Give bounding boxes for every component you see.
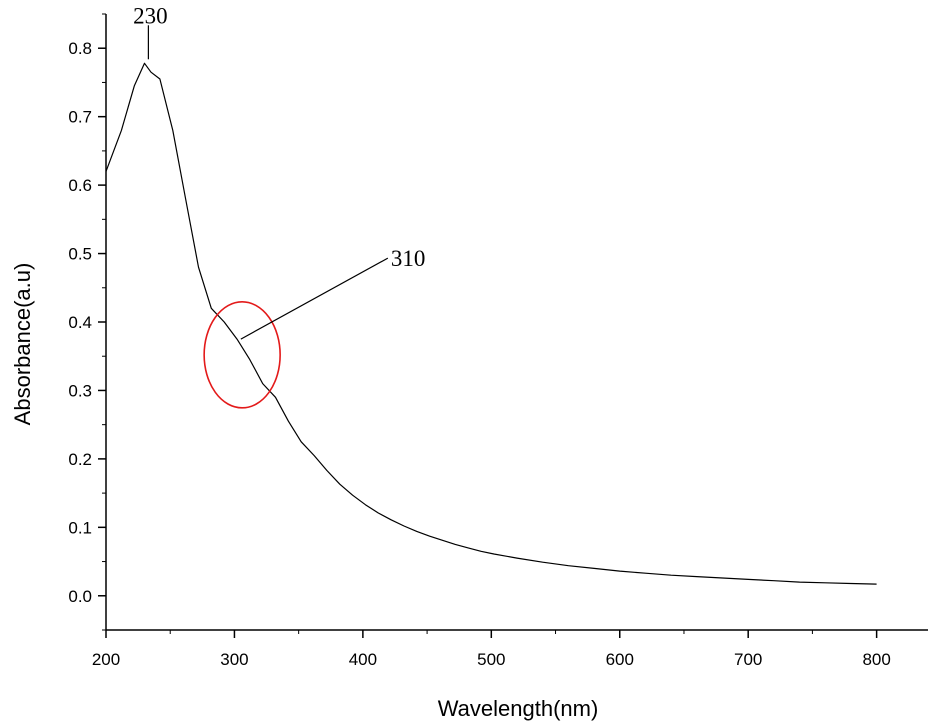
peak-230-label: 230 (133, 3, 168, 28)
y-tick-label: 0.2 (68, 450, 92, 469)
y-ticks: 0.0 0.1 0.2 0.3 0.4 0.5 0.6 0.7 0.8 (68, 39, 106, 606)
x-tick-label: 400 (349, 650, 377, 669)
y-tick-label: 0.8 (68, 39, 92, 58)
axes (105, 14, 928, 631)
y-tick-label: 0.0 (68, 587, 92, 606)
minor-ticks (102, 13, 813, 634)
x-tick-label: 300 (220, 650, 248, 669)
annotation-layer: 230 310 (133, 3, 426, 409)
x-tick-label: 700 (734, 650, 762, 669)
x-tick-label: 200 (92, 650, 120, 669)
y-tick-label: 0.7 (68, 108, 92, 127)
y-tick-label: 0.4 (68, 313, 92, 332)
highlight-circle (203, 301, 281, 409)
x-tick-label: 500 (477, 650, 505, 669)
shoulder-310-label: 310 (391, 246, 426, 271)
x-tick-label: 800 (862, 650, 890, 669)
x-tick-label: 600 (606, 650, 634, 669)
shoulder-310-leader (240, 257, 389, 340)
series-line-0 (105, 62, 877, 585)
y-tick-label: 0.3 (68, 381, 92, 400)
y-axis-title: Absorbance(a.u) (10, 263, 35, 426)
y-tick-label: 0.6 (68, 176, 92, 195)
y-tick-label: 0.1 (68, 518, 92, 537)
x-ticks: 200 300 400 500 600 700 800 (92, 630, 891, 669)
y-tick-label: 0.5 (68, 245, 92, 264)
x-axis-title: Wavelength(nm) (438, 696, 599, 721)
series-layer (105, 62, 877, 585)
